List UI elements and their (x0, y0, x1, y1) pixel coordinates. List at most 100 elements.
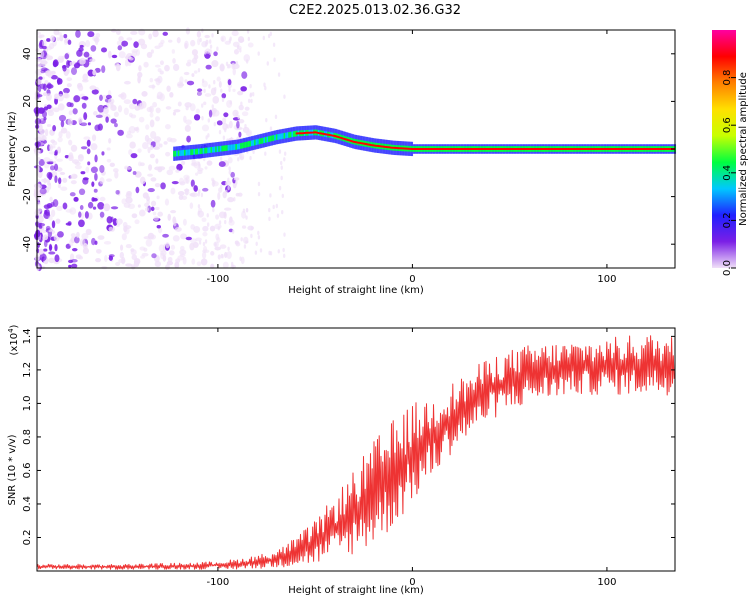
spectrogram-noise-cell (43, 234, 49, 241)
spectrogram-band-cell (210, 147, 213, 153)
spectrogram-noise-cell (172, 216, 177, 224)
spectrogram-noise-cell (204, 41, 208, 47)
spectrogram-noise-cell (91, 89, 99, 95)
spectrogram-noise-cell (184, 188, 190, 192)
spectrogram-noise-cell (36, 156, 41, 162)
spectrogram-noise-cell (73, 95, 81, 103)
spectrogram-noise-cell (164, 123, 171, 130)
spectrogram-noise-cell (148, 84, 156, 89)
spectrogram-noise-cell (107, 50, 112, 59)
spectrogram-noise-cell (150, 49, 154, 54)
spectrogram-noise-cell (90, 143, 98, 151)
spectrogram-noise-cell (204, 50, 207, 55)
spectrogram-noise-cell (193, 114, 201, 121)
spectrogram-noise-cell (41, 110, 48, 118)
spectrogram-noise-cell (55, 219, 61, 224)
spectrogram-noise-cell (225, 181, 228, 187)
spectrogram-noise-cell (210, 251, 215, 256)
spectrogram-noise-cell (228, 170, 232, 175)
spectrogram-noise-cell (99, 94, 103, 101)
spectrogram-noise-cell (83, 136, 91, 140)
spectrogram-noise-cell (224, 251, 228, 259)
snr-series-line (36, 335, 675, 570)
spectrogram-noise-cell (94, 172, 98, 181)
spectrogram-noise-cell (280, 165, 283, 170)
spectrogram-noise-cell (241, 210, 247, 219)
spectrogram-noise-cell (166, 260, 174, 266)
spectrogram-noise-cell (211, 33, 214, 38)
spectrogram-noise-cell (70, 144, 78, 152)
spectrogram-noise-cell (142, 142, 149, 150)
spectrogram-noise-cell (207, 133, 210, 138)
spectrogram-noise-cell (267, 33, 271, 39)
spectrogram-noise-cell (66, 68, 70, 74)
spectrogram-y-tick-label: 0 (22, 146, 33, 152)
spectrogram-noise-cell (119, 251, 125, 259)
spectrogram-noise-cell (68, 110, 73, 116)
spectrogram-noise-cell (190, 192, 198, 198)
spectrogram-noise-cell (197, 210, 201, 215)
spectrogram-noise-cell (143, 236, 151, 240)
spectrogram-noise-cell (189, 103, 196, 112)
snr-y-multiplier: (x104) (7, 324, 20, 355)
spectrogram-noise-cell (155, 116, 160, 122)
spectrogram-noise-cell (40, 60, 48, 65)
spectrogram-noise-cell (177, 255, 185, 261)
spectrogram-noise-cell (52, 61, 58, 68)
spectrogram-noise-cell (175, 169, 180, 173)
spectrogram-noise-cell (212, 207, 215, 213)
spectrogram-noise-cell (46, 38, 51, 42)
spectrogram-noise-cell (76, 49, 83, 57)
spectrogram-noise-cell (56, 146, 62, 154)
spectrogram-noise-cell (123, 202, 131, 208)
spectrogram-noise-cell (202, 225, 209, 232)
spectrogram-noise-cell (215, 214, 220, 220)
spectrogram-band-cell (243, 142, 245, 149)
spectrogram-band-cell (227, 144, 230, 151)
spectrogram-noise-cell (50, 145, 56, 149)
spectrogram-y-label: Frequency (Hz) (7, 111, 18, 187)
spectrogram-noise-cell (63, 34, 68, 39)
spectrogram-noise-cell (130, 153, 138, 159)
spectrogram-noise-cell (247, 98, 251, 104)
spectrogram-noise-cell (203, 101, 207, 106)
spectrogram-noise-cell (218, 161, 226, 168)
spectrogram-noise-cell (196, 261, 202, 267)
spectrogram-noise-cell (214, 242, 217, 247)
spectrogram-noise-cell (257, 191, 261, 197)
spectrogram-noise-cell (186, 80, 195, 86)
spectrogram-noise-cell (57, 57, 64, 63)
spectrogram-noise-cell (237, 44, 240, 50)
spectrogram-noise-cell (95, 257, 102, 263)
spectrogram-noise-cell (51, 220, 56, 229)
spectrogram-noise-cell (182, 218, 187, 226)
spectrogram-noise-cell (146, 199, 151, 205)
spectrogram-noise-cell (189, 202, 194, 209)
spectrogram-noise-cell (221, 37, 224, 42)
spectrogram-noise-cell (108, 226, 114, 232)
spectrogram-noise-cell (209, 44, 213, 49)
spectrogram-noise-cell (70, 233, 76, 238)
spectrogram-band-cell (235, 144, 238, 150)
spectrogram-noise-cell (139, 176, 146, 185)
spectrogram-y-tick-label: 40 (22, 47, 33, 60)
spectrogram-noise-cell (213, 51, 218, 57)
spectrogram-noise-cell (75, 254, 82, 260)
snr-y-tick-label: 0.8 (22, 429, 33, 445)
spectrogram-noise-cell (74, 236, 80, 244)
spectrogram-noise-cell (54, 163, 59, 171)
spectrogram-noise-cell (202, 245, 208, 253)
spectrogram-noise-cell (72, 61, 76, 65)
spectrogram-noise-cell (145, 238, 153, 247)
snr-x-ticks: -100 0 100 (207, 328, 616, 588)
spectrogram-noise-cell (250, 233, 253, 239)
spectrogram-noise-cell (206, 213, 209, 218)
spectrogram-noise-cell (205, 135, 208, 140)
spectrogram-noise-cell (242, 208, 246, 213)
spectrogram-noise-cell (282, 247, 285, 253)
spectrogram-noise-cell (255, 241, 258, 246)
spectrogram-noise-cell (216, 120, 223, 126)
spectrogram-noise-cell (49, 196, 53, 202)
spectrogram-noise-cell (201, 251, 207, 259)
spectrogram-noise-cell (73, 174, 78, 179)
